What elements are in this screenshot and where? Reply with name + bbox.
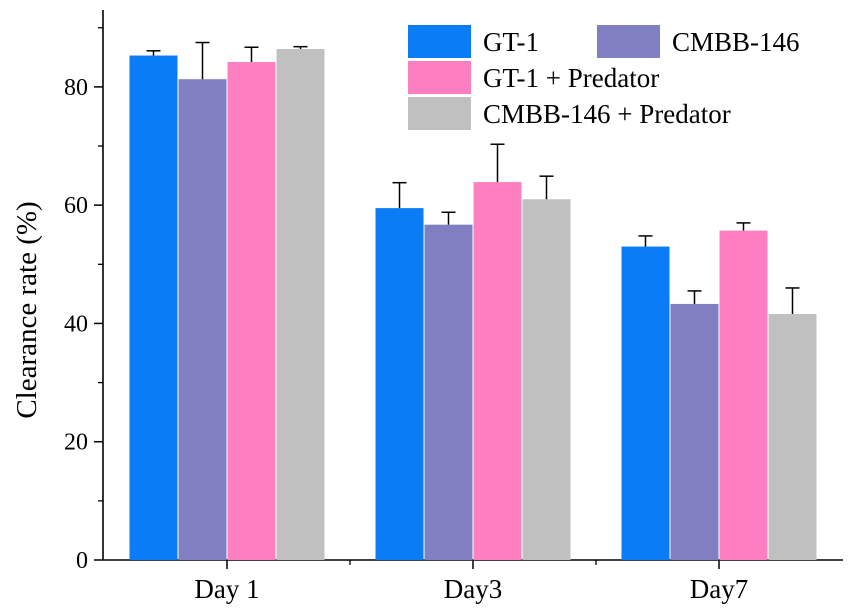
bar-cmbb-146-day-1 <box>178 79 227 561</box>
legend-label-gt-1-predator: GT-1 + Predator <box>483 63 659 93</box>
bar-gt-1-day-1 <box>129 55 178 561</box>
legend-swatch-cmbb-146 <box>597 25 660 58</box>
legend-label-gt-1: GT-1 <box>483 27 539 57</box>
legend: GT-1 CMBB-146 GT-1 + Predator CMBB-146 + Pr… <box>408 25 800 130</box>
y-tick-label: 0 <box>76 548 88 574</box>
y-tick-label: 20 <box>64 430 88 456</box>
legend-swatch-cmbb-146-predator <box>408 97 471 130</box>
bar-cmbb-146-day7 <box>670 303 719 560</box>
x-tick-label: Day7 <box>690 574 748 604</box>
bar-cmbb-146-predator-day3 <box>522 199 571 560</box>
y-tick-label: 60 <box>64 193 88 219</box>
bar-cmbb-146-predator-day-1 <box>276 49 325 560</box>
y-axis-label: Clearance rate (%) <box>11 201 43 418</box>
bar-gt-1-day7 <box>621 246 670 560</box>
bar-cmbb-146-day3 <box>424 224 473 560</box>
y-tick-label: 40 <box>64 311 88 337</box>
x-tick-label: Day 1 <box>194 574 259 604</box>
x-tick-label: Day3 <box>444 574 502 604</box>
legend-swatch-gt-1-predator <box>408 61 471 94</box>
legend-label-cmbb-146: CMBB-146 <box>672 27 800 57</box>
legend-swatch-gt-1 <box>408 25 471 58</box>
y-tick-label: 80 <box>64 75 88 101</box>
bar-gt-1-day3 <box>375 208 424 560</box>
bar-gt-1-predator-day-1 <box>227 62 276 561</box>
bar-cmbb-146-predator-day7 <box>768 313 817 560</box>
legend-label-cmbb-146-predator: CMBB-146 + Predator <box>483 99 731 129</box>
bar-gt-1-predator-day7 <box>719 230 768 560</box>
bar-gt-1-predator-day3 <box>473 182 522 560</box>
